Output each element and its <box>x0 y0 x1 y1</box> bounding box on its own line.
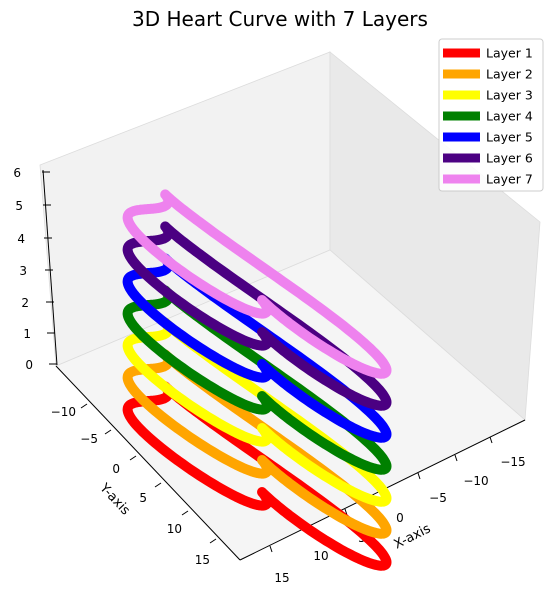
z-tick-label-4: 4 <box>17 232 25 246</box>
x-tick-label-1: 10 <box>313 549 328 563</box>
heart-series-layer-6 <box>122 221 392 411</box>
y-axis-label: Y-axis <box>96 480 133 518</box>
z-tick-label-1: 1 <box>23 327 31 341</box>
z-tick-label-3: 3 <box>19 264 27 278</box>
x-tick-label-0: 15 <box>274 571 289 585</box>
legend-label-layer-5: Layer 5 <box>486 130 533 145</box>
y-tick-m10: −10 <box>51 403 88 419</box>
z-tick-label-2: 2 <box>21 296 29 310</box>
y-tick-label-5: 15 <box>195 553 210 567</box>
heart-series-layer-7 <box>122 189 392 379</box>
legend: Layer 1 Layer 2 Layer 3 Layer 4 Layer 5 Layer… <box>438 38 544 192</box>
x-tick-m10: −10 <box>454 454 489 488</box>
y-tick-label-1: −5 <box>80 432 98 446</box>
y-tick-10: 10 <box>167 510 189 536</box>
x-axis-label: X-axis <box>392 521 434 552</box>
x-tick-m15: −15 <box>489 436 526 469</box>
legend-label-layer-7: Layer 7 <box>486 172 533 187</box>
z-tick-3: 3 <box>19 264 53 278</box>
y-tick-label-0: −10 <box>51 405 76 419</box>
y-tick-m5: −5 <box>80 429 112 446</box>
y-tick-label-2: 0 <box>112 462 120 476</box>
y-tick-label-3: 5 <box>139 491 147 505</box>
z-tick-5: 5 <box>15 199 51 213</box>
y-tick-label-4: 10 <box>167 522 182 536</box>
z-tick-label-0: 0 <box>25 358 33 372</box>
legend-label-layer-2: Layer 2 <box>486 67 533 82</box>
z-tick-label-5: 5 <box>15 199 23 213</box>
z-tick-6: 6 <box>13 166 50 180</box>
legend-label-layer-3: Layer 3 <box>486 88 533 103</box>
x-tick-label-5: −10 <box>463 474 488 488</box>
chart-title: 3D Heart Curve with 7 Layers <box>132 7 428 31</box>
x-tick-label-6: −15 <box>500 455 525 469</box>
y-axis-ticks: −10 −5 0 5 10 15 <box>51 403 217 567</box>
x-tick-15: 15 <box>269 545 290 585</box>
x-tick-label-3: 0 <box>396 511 404 525</box>
z-tick-1: 1 <box>23 327 55 341</box>
legend-label-layer-1: Layer 1 <box>486 46 533 61</box>
z-tick-2: 2 <box>21 296 54 310</box>
z-axis-ticks: 0 1 2 3 4 5 6 <box>13 166 57 372</box>
z-tick-0: 0 <box>25 358 57 372</box>
z-tick-label-6: 6 <box>13 166 21 180</box>
z-tick-4: 4 <box>17 232 52 246</box>
y-axis-line <box>55 365 241 561</box>
legend-label-layer-4: Layer 4 <box>486 109 533 124</box>
y-tick-15: 15 <box>195 538 217 567</box>
legend-label-layer-6: Layer 6 <box>486 151 533 166</box>
heart-curves <box>122 189 392 571</box>
x-tick-label-4: −5 <box>429 491 447 505</box>
x-tick-m5: −5 <box>417 472 447 505</box>
y-tick-0: 0 <box>112 455 137 476</box>
y-tick-5: 5 <box>139 482 162 505</box>
